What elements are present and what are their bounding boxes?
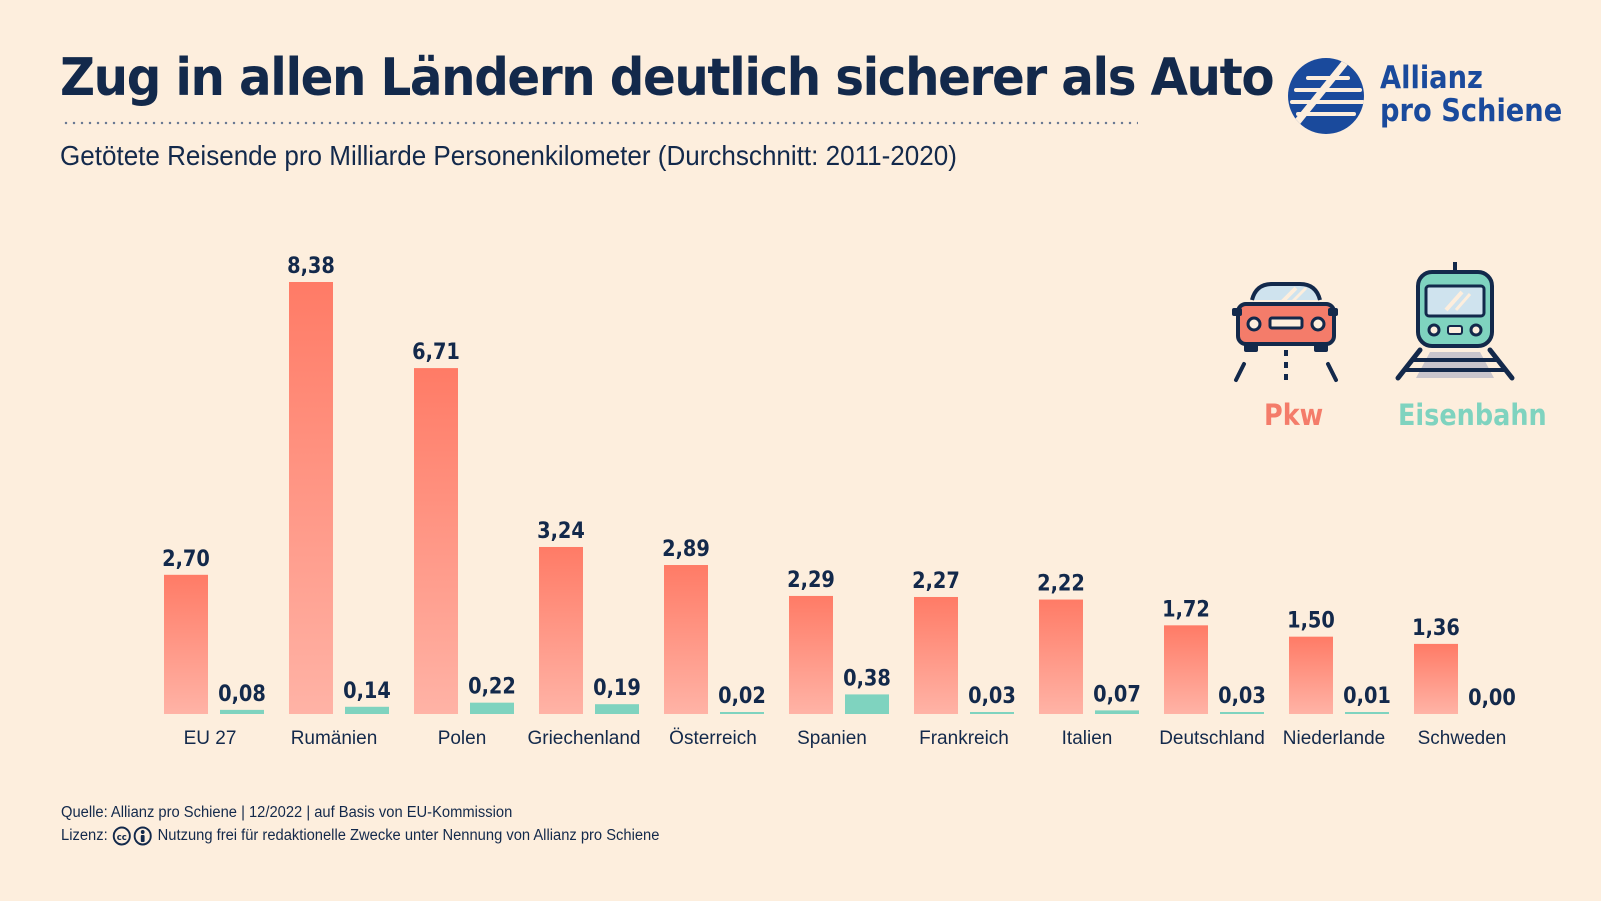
category-label: Frankreich [919, 728, 1009, 749]
legend-label-eisenbahn: Eisenbahn [1398, 398, 1547, 432]
data-label-pkw: 2,29 [787, 567, 835, 592]
bar-pkw [1289, 636, 1333, 714]
data-label-pkw: 2,70 [162, 546, 210, 571]
data-label-pkw: 6,71 [412, 339, 460, 364]
bar-eisenbahn [970, 712, 1014, 714]
bar-eisenbahn [720, 712, 764, 714]
svg-text:cc: cc [117, 833, 127, 843]
data-label-eisenbahn: 0,38 [843, 665, 891, 690]
category-label: Schweden [1418, 728, 1507, 749]
bar-eisenbahn [845, 694, 889, 714]
data-label-pkw: 1,50 [1287, 608, 1335, 633]
allianz-logo-icon [1288, 58, 1364, 134]
category-label: Deutschland [1159, 728, 1265, 749]
data-label-eisenbahn: 0,07 [1093, 681, 1141, 706]
cc-icon: cc [113, 826, 132, 846]
bar-pkw [1414, 643, 1458, 714]
category-label: Spanien [797, 728, 867, 749]
train-icon [1395, 262, 1515, 381]
bar-pkw [664, 565, 708, 714]
data-label-pkw: 8,38 [287, 253, 335, 278]
data-label-pkw: 2,22 [1037, 570, 1085, 595]
data-label-eisenbahn: 0,02 [718, 683, 766, 708]
bar-pkw [914, 596, 958, 714]
logo-text: Allianz pro Schiene [1380, 62, 1562, 128]
category-label: Rumänien [291, 728, 378, 749]
logo-line2: pro Schiene [1380, 93, 1563, 129]
car-icon [1232, 282, 1338, 382]
license-text: Nutzung frei für redaktionelle Zwecke un… [157, 827, 660, 845]
bar-pkw [789, 595, 833, 714]
bar-eisenbahn [345, 706, 389, 714]
data-label-eisenbahn: 0,14 [343, 678, 391, 703]
bar-pkw [164, 574, 208, 714]
data-label-eisenbahn: 0,19 [593, 675, 641, 700]
category-label: Österreich [669, 728, 757, 749]
data-label-eisenbahn: 0,03 [1218, 683, 1266, 708]
bar-eisenbahn [1095, 710, 1139, 714]
legend-label-pkw: Pkw [1264, 398, 1324, 432]
logo-line1: Allianz [1380, 60, 1483, 96]
data-label-eisenbahn: 0,08 [218, 681, 266, 706]
data-label-pkw: 3,24 [537, 518, 585, 543]
page-subtitle: Getötete Reisende pro Milliarde Personen… [60, 140, 957, 171]
data-label-eisenbahn: 0,03 [968, 683, 1016, 708]
bar-pkw [1164, 625, 1208, 714]
bar-pkw [289, 282, 333, 714]
bar-pkw [1039, 599, 1083, 714]
data-label-pkw: 2,89 [662, 536, 710, 561]
data-label-eisenbahn: 0,01 [1343, 683, 1391, 708]
footer-source: Quelle: Allianz pro Schiene | 12/2022 | … [61, 804, 513, 821]
footer-license: Lizenz: cc Nutzung frei für redaktionell… [61, 826, 659, 846]
category-label: Italien [1062, 728, 1113, 749]
bar-pkw [414, 368, 458, 714]
data-label-pkw: 1,36 [1412, 615, 1460, 640]
bar-eisenbahn [595, 704, 639, 714]
category-label: Polen [438, 728, 487, 749]
bar-eisenbahn [470, 702, 514, 714]
license-label: Lizenz: [61, 827, 108, 845]
data-label-pkw: 2,27 [912, 568, 960, 593]
data-label-eisenbahn: 0,00 [1468, 685, 1516, 710]
bar-pkw [539, 546, 583, 714]
category-label: Griechenland [527, 728, 640, 749]
data-label-pkw: 1,72 [1162, 596, 1210, 621]
bar-eisenbahn [1345, 712, 1389, 714]
data-label-eisenbahn: 0,22 [468, 673, 516, 698]
bar-eisenbahn [1220, 712, 1264, 714]
title-divider [62, 121, 1138, 125]
bar-eisenbahn [220, 709, 264, 714]
category-label: Niederlande [1283, 728, 1385, 749]
category-label: EU 27 [184, 728, 237, 749]
by-attribution-icon [134, 826, 153, 846]
page-title: Zug in allen Ländern deutlich sicherer a… [60, 48, 1275, 108]
